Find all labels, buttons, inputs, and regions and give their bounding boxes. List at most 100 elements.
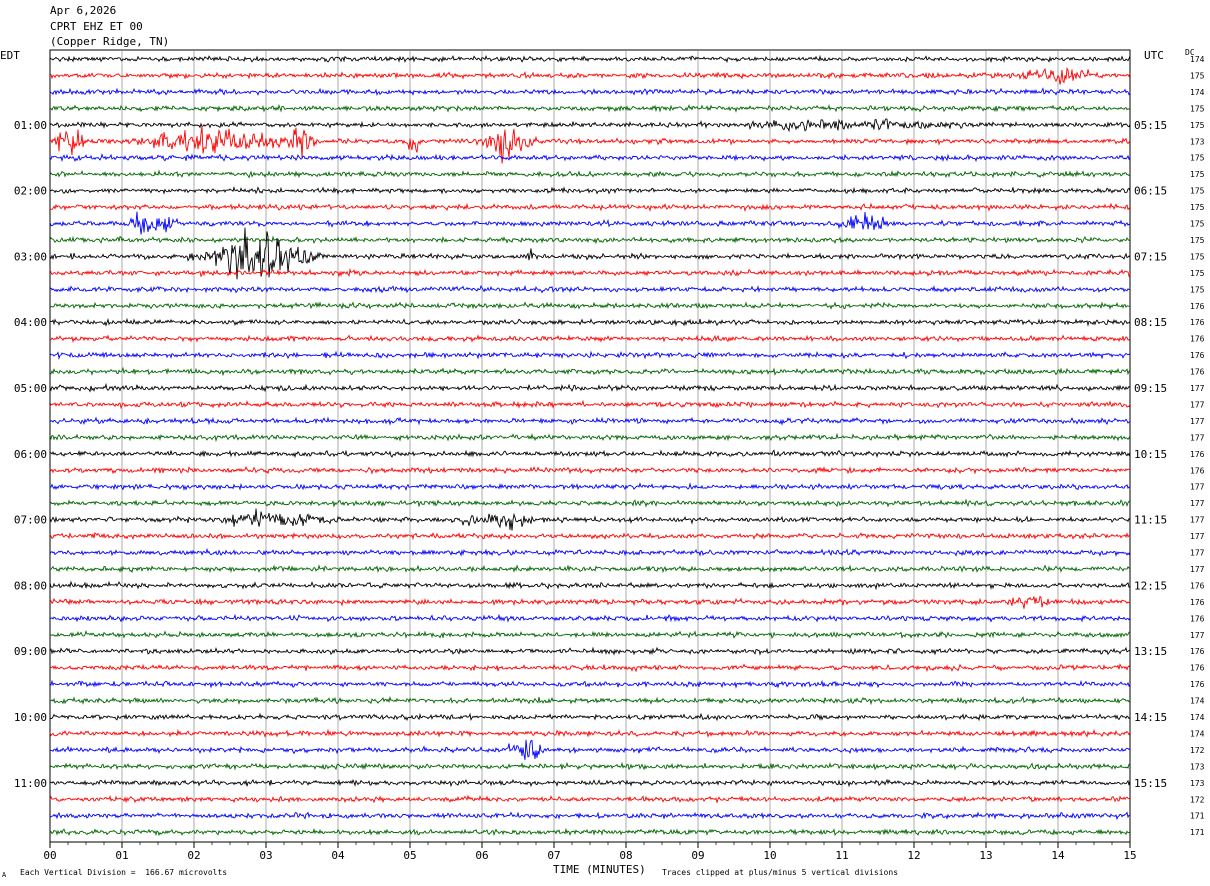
x-tick-label: 04 (331, 849, 345, 862)
trace-black (49, 186, 1131, 195)
trace-green (49, 104, 1131, 113)
dc-offset-label: 177 (1190, 631, 1205, 640)
trace-red (49, 728, 1131, 738)
x-tick-label: 03 (259, 849, 272, 862)
left-hour-label: 07:00 (14, 514, 47, 527)
dc-offset-label: 172 (1190, 746, 1205, 755)
trace-red (49, 334, 1131, 343)
dc-offset-label: 175 (1190, 170, 1205, 179)
x-tick-label: 06 (475, 849, 488, 862)
dc-offset-label: 174 (1190, 55, 1205, 64)
x-tick-label: 05 (403, 849, 416, 862)
x-tick-label: 12 (907, 849, 920, 862)
clip-note: Traces clipped at plus/minus 5 vertical … (662, 868, 899, 877)
dc-offset-label: 176 (1190, 302, 1205, 311)
trace-green (49, 169, 1131, 179)
trace-blue (49, 811, 1131, 821)
trace-black (49, 54, 1131, 64)
header-location: (Copper Ridge, TN) (50, 35, 170, 48)
x-tick-label: 09 (691, 849, 704, 862)
trace-green (49, 498, 1131, 508)
right-hour-label: 10:15 (1134, 448, 1167, 461)
header-date: Apr 6,2026 (50, 4, 117, 17)
plot-frame (49, 49, 1131, 843)
dc-offset-label: 177 (1190, 433, 1205, 442)
trace-blue (49, 211, 1131, 235)
right-hour-label: 08:15 (1134, 316, 1167, 329)
dc-offset-label: 175 (1190, 269, 1205, 278)
trace-red (49, 399, 1131, 410)
dc-label: DC (1185, 48, 1195, 57)
right-hour-label: 09:15 (1134, 382, 1167, 395)
right-hour-label: 15:15 (1134, 777, 1167, 790)
dc-offset-label: 174 (1190, 713, 1205, 722)
trace-red (49, 794, 1131, 804)
trace-black (49, 712, 1131, 722)
dc-offset-label: 177 (1190, 549, 1205, 558)
dc-offset-label: 176 (1190, 466, 1205, 475)
left-axis-title: EDT (0, 49, 20, 62)
right-hour-label: 12:15 (1134, 579, 1167, 592)
dc-offset-label: 173 (1190, 762, 1205, 771)
dc-offset-label: 176 (1190, 351, 1205, 360)
right-hour-label: 06:15 (1134, 185, 1167, 198)
dc-offset-label: 176 (1190, 318, 1205, 327)
scale-note: Each Vertical Division = 166.67 microvol… (20, 868, 228, 877)
x-tick-label: 10 (763, 849, 776, 862)
trace-green (49, 827, 1131, 837)
left-hour-label: 11:00 (14, 777, 47, 790)
dc-offset-label: 174 (1190, 88, 1205, 97)
corner-mark: A (2, 871, 7, 879)
trace-blue (49, 284, 1131, 294)
x-tick-label: 07 (547, 849, 560, 862)
x-tick-label: 15 (1123, 849, 1136, 862)
trace-blue (49, 739, 1131, 760)
dc-offset-label: 171 (1190, 828, 1205, 837)
x-tick-label: 01 (115, 849, 128, 862)
dc-offset-label: 176 (1190, 368, 1205, 377)
dc-offset-label: 175 (1190, 220, 1205, 229)
trace-blue (49, 416, 1131, 426)
trace-red (49, 532, 1131, 541)
dc-offset-label: 176 (1190, 680, 1205, 689)
trace-green (49, 235, 1131, 245)
right-hour-label: 14:15 (1134, 711, 1167, 724)
trace-blue (49, 153, 1131, 163)
dc-offset-label: 175 (1190, 252, 1205, 261)
trace-red (49, 465, 1131, 475)
dc-offset-label: 173 (1190, 137, 1205, 146)
x-tick-label: 02 (187, 849, 200, 862)
trace-red (49, 202, 1131, 212)
trace-green (49, 301, 1130, 311)
x-tick-label: 11 (835, 849, 848, 862)
trace-green (49, 695, 1131, 706)
trace-blue (49, 613, 1131, 623)
trace-blue (49, 482, 1131, 491)
trace-red (49, 595, 1131, 609)
dc-offset-label: 175 (1190, 71, 1205, 80)
trace-blue (49, 679, 1131, 689)
dc-offset-label: 171 (1190, 812, 1205, 821)
right-hour-label: 05:15 (1134, 119, 1167, 132)
trace-red (49, 125, 1131, 164)
left-hour-label: 04:00 (14, 316, 47, 329)
trace-green (49, 564, 1131, 574)
trace-black (49, 580, 1131, 591)
trace-blue (49, 87, 1131, 96)
dc-offset-label: 176 (1190, 614, 1205, 623)
trace-black (49, 317, 1131, 327)
x-tick-label: 13 (979, 849, 992, 862)
dc-offset-label: 173 (1190, 779, 1205, 788)
dc-offset-label: 176 (1190, 647, 1205, 656)
trace-red (49, 67, 1131, 85)
dc-offset-label: 176 (1190, 664, 1205, 673)
header-station: CPRT EHZ ET 00 (50, 20, 143, 33)
dc-offset-label: 177 (1190, 417, 1205, 426)
dc-offset-label: 175 (1190, 187, 1205, 196)
trace-green (49, 432, 1131, 443)
trace-red (49, 663, 1131, 673)
dc-offset-label: 177 (1190, 565, 1205, 574)
left-hour-label: 02:00 (14, 185, 47, 198)
trace-blue (49, 547, 1131, 557)
